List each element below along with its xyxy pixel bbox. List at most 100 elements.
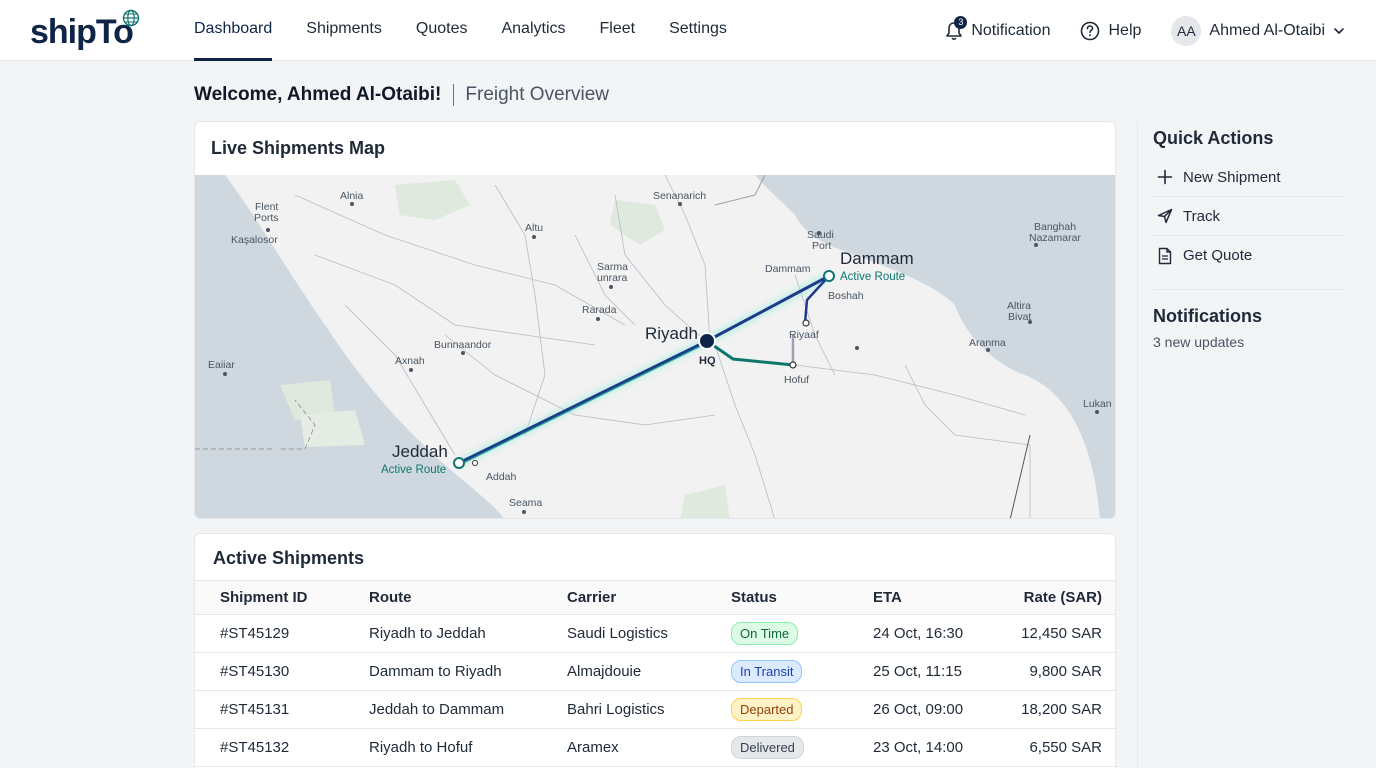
shipment-route: Riyadh to Jeddah [369, 614, 567, 653]
shipment-status-cell: In Transit [731, 652, 873, 691]
logo-text: shipTo [30, 13, 134, 51]
help-icon [1081, 21, 1100, 40]
shipment-route: Jeddah to Dammam [369, 690, 567, 729]
nav-shipments[interactable]: Shipments [306, 20, 382, 37]
logo[interactable]: shipTo [30, 8, 140, 52]
shipment-id[interactable]: #ST45132 [195, 728, 369, 767]
map-label-altu: Altu [525, 222, 543, 234]
document-icon [1158, 247, 1172, 264]
map-roads [294, 174, 1031, 518]
shipment-rate: 9,800 SAR [1003, 652, 1115, 691]
welcome-subtitle: Freight Overview [465, 84, 609, 105]
status-badge: Departed [731, 698, 803, 721]
map-label-jeddah-route: Active Route [381, 464, 446, 476]
notification-button[interactable]: 3 Notification [944, 15, 1050, 42]
shipment-id[interactable]: #ST45129 [195, 614, 369, 653]
addah-marker [472, 460, 478, 466]
map-view[interactable]: Riyadh HQ Dammam Active Route Jeddah Act… [195, 174, 1116, 519]
new-shipment-button[interactable]: New Shipment [1153, 158, 1346, 197]
route-jeddah-riyadh[interactable] [457, 337, 709, 467]
dammam-marker[interactable] [823, 270, 835, 282]
map-label-saudi-port-1: Saudi [807, 229, 834, 241]
notifications-summary[interactable]: 3 new updates [1153, 334, 1245, 350]
table-row[interactable]: #ST45129 Riyadh to Jeddah Saudi Logistic… [195, 614, 1115, 653]
top-bar: shipTo Dashboard Shipments Quotes Analyt… [0, 0, 1376, 61]
route-riyadh-dammam[interactable] [705, 272, 831, 345]
map-label-altira-2: Bivat [1008, 311, 1031, 323]
user-name: Ahmed Al-Otaibi [1209, 21, 1325, 39]
map-label-riyaaf: Riyaaf [789, 329, 819, 341]
plus-icon [1157, 169, 1173, 185]
jeddah-marker[interactable] [453, 457, 465, 469]
sidebar-divider [1137, 121, 1138, 768]
column-header[interactable]: Carrier [567, 580, 731, 615]
shipment-carrier: Saudi Logistics [567, 614, 731, 653]
map-label-alnia: Alnia [340, 190, 364, 202]
shipment-id[interactable]: #ST45130 [195, 652, 369, 691]
map-label-altira-1: Altira [1007, 300, 1031, 312]
shipment-eta: 25 Oct, 11:15 [873, 652, 1003, 691]
map-label-banghah-1: Banghah [1034, 221, 1076, 233]
map-canvas[interactable]: Riyadh HQ Dammam Active Route Jeddah Act… [195, 174, 1116, 519]
hq-marker[interactable] [698, 332, 716, 350]
map-label-flent-1: Flent [255, 201, 278, 213]
welcome-bar: Welcome, Ahmed Al-Otaibi! Freight Overvi… [194, 82, 609, 108]
shipments-title: Active Shipments [213, 548, 365, 568]
red-sea [195, 175, 504, 518]
hofuf-marker [789, 361, 797, 369]
bell-icon: 3 [944, 15, 968, 42]
border-line [1009, 434, 1031, 518]
shipment-carrier: Aramex [567, 728, 731, 767]
map-label-addah: Addah [486, 471, 517, 483]
map-label-sarma-2: unrara [597, 272, 628, 284]
terrain-patch [280, 380, 335, 420]
active-shipments-card: Active Shipments Shipment ID Route Carri… [194, 533, 1116, 768]
nav-analytics[interactable]: Analytics [501, 20, 566, 37]
table-row[interactable]: #ST45132 Riyadh to Hofuf Aramex Delivere… [195, 728, 1115, 767]
map-label-bunnaandor: Bunnaandor [434, 339, 492, 351]
quick-actions-list: New Shipment Track Get Quote [1153, 158, 1346, 275]
map-label-flent-2: Ports [254, 212, 279, 224]
shipment-route: Dammam to Riyadh [369, 652, 567, 691]
shipment-eta: 23 Oct, 14:00 [873, 728, 1003, 767]
avatar: AA [1171, 15, 1202, 46]
main-nav: Dashboard Shipments Quotes Analytics Fle… [194, 0, 761, 61]
column-header[interactable]: ETA [873, 580, 1003, 615]
map-label-dammam-route: Active Route [840, 271, 905, 283]
welcome-divider [453, 84, 455, 106]
nav-fleet[interactable]: Fleet [599, 20, 636, 37]
map-label-rarada: Rarada [582, 304, 617, 316]
map-label-boshah: Boshah [828, 290, 864, 302]
nav-settings[interactable]: Settings [669, 20, 727, 37]
quick-actions-title: Quick Actions [1153, 128, 1274, 148]
status-badge: In Transit [731, 660, 803, 683]
table-row[interactable]: #ST45131 Jeddah to Dammam Bahri Logistic… [195, 690, 1115, 729]
table-row[interactable]: #ST45130 Dammam to Riyadh Almajdouie In … [195, 652, 1115, 691]
nav-quotes[interactable]: Quotes [415, 20, 468, 37]
table-header-row: Shipment ID Route Carrier Status ETA Rat… [195, 580, 1115, 615]
terrain-patch [395, 180, 470, 220]
column-header[interactable]: Rate (SAR) [1003, 580, 1115, 615]
route-riyadh-hofuf[interactable] [706, 335, 795, 367]
shipment-rate: 12,450 SAR [1003, 614, 1115, 653]
map-label-aranma: Aranma [969, 337, 1006, 349]
get-quote-button[interactable]: Get Quote [1153, 236, 1346, 275]
terrain-patch [680, 485, 730, 518]
column-header[interactable]: Route [369, 580, 567, 615]
column-header[interactable]: Status [731, 580, 873, 615]
map-label-hq: HQ [699, 355, 716, 367]
shipment-id[interactable]: #ST45131 [195, 690, 369, 729]
sidebar-separator [1153, 289, 1346, 290]
send-icon [1157, 208, 1173, 224]
nav-dashboard[interactable]: Dashboard [194, 0, 273, 61]
notifications-title[interactable]: Notifications [1153, 306, 1263, 326]
map-label-jeddah: Jeddah [392, 442, 448, 461]
chevron-down-icon [1334, 27, 1344, 34]
help-button[interactable]: Help [1080, 21, 1141, 41]
track-button[interactable]: Track [1153, 197, 1346, 236]
map-label-lukan: Lukan [1083, 398, 1112, 410]
column-header[interactable]: Shipment ID [195, 580, 369, 615]
border-line [714, 174, 766, 206]
user-menu[interactable]: AA Ahmed Al-Otaibi [1171, 15, 1346, 46]
status-badge: Delivered [731, 736, 804, 759]
